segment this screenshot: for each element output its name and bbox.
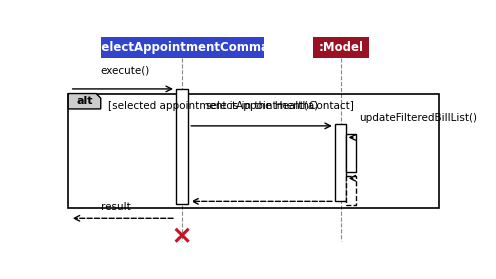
Bar — [346, 176, 356, 205]
Text: execute(): execute() — [101, 66, 150, 76]
Bar — [335, 124, 346, 201]
Bar — [101, 37, 263, 58]
Text: result: result — [101, 202, 130, 212]
Bar — [176, 89, 188, 205]
Bar — [313, 37, 369, 58]
Text: alt: alt — [76, 96, 93, 106]
Bar — [346, 134, 356, 172]
Bar — [68, 93, 438, 208]
Text: sl:SelectAppointmentCommand: sl:SelectAppointmentCommand — [78, 41, 287, 54]
Polygon shape — [68, 93, 101, 109]
Text: [selected appointment is in the HealthContact]: [selected appointment is in the HealthCo… — [109, 101, 354, 111]
Text: :Model: :Model — [318, 41, 364, 54]
Text: selectAppointment(a): selectAppointment(a) — [205, 101, 318, 111]
Text: updateFilteredBillList(): updateFilteredBillList() — [359, 113, 477, 123]
